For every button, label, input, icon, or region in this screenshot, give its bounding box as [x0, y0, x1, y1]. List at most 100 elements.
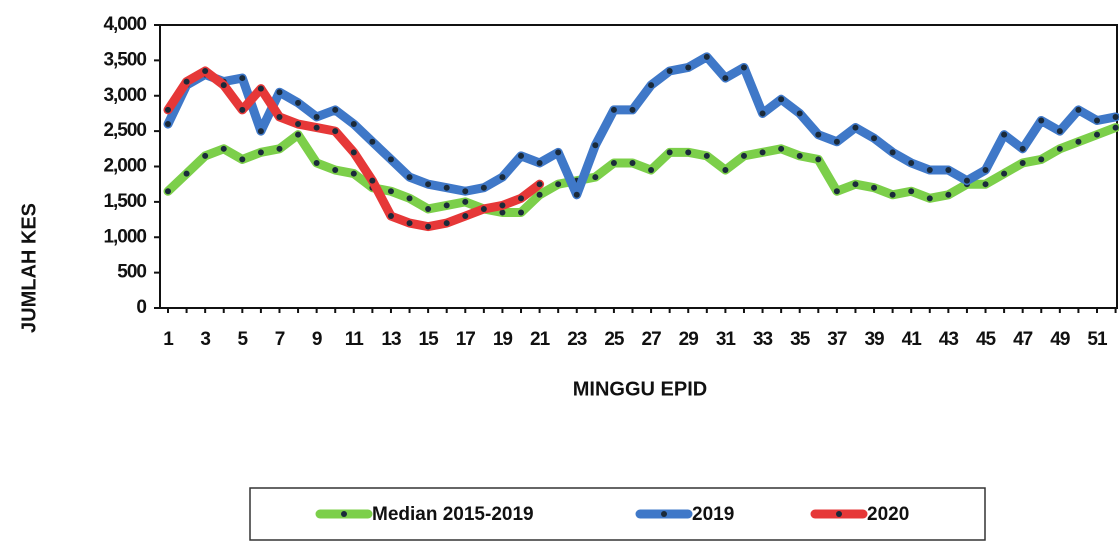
x-tick-label: 7: [275, 329, 285, 350]
point-marker: [889, 191, 896, 198]
point-marker: [926, 195, 933, 202]
point-marker: [852, 124, 859, 131]
point-marker: [257, 85, 264, 92]
y-axis-title: JUMLAH KES: [18, 203, 40, 333]
point-marker: [239, 106, 246, 113]
point-marker: [1056, 145, 1063, 152]
y-tick-label: 500: [117, 262, 146, 283]
point-marker: [518, 195, 525, 202]
point-marker: [963, 177, 970, 184]
point-marker: [480, 205, 487, 212]
point-marker: [499, 209, 506, 216]
x-tick-label: 9: [312, 329, 322, 350]
point-marker: [220, 145, 227, 152]
point-marker: [387, 188, 394, 195]
point-marker: [202, 67, 209, 74]
point-marker: [759, 149, 766, 156]
point-marker: [406, 220, 413, 227]
point-marker: [685, 64, 692, 71]
point-marker: [703, 53, 710, 60]
y-tick-label: 0: [136, 297, 146, 318]
point-marker: [387, 213, 394, 220]
point-marker: [350, 170, 357, 177]
point-marker: [1075, 138, 1082, 145]
point-marker: [1001, 131, 1008, 138]
point-marker: [406, 174, 413, 181]
x-tick-label: 15: [419, 329, 440, 350]
y-tick-label: 2,500: [103, 120, 146, 141]
point-marker: [648, 82, 655, 89]
point-marker: [1019, 145, 1026, 152]
y-tick-label: 1,000: [103, 226, 146, 247]
x-tick-label: 49: [1050, 329, 1070, 350]
x-tick-label: 39: [864, 329, 884, 350]
point-marker: [1056, 128, 1063, 135]
point-marker: [945, 191, 952, 198]
x-tick-label: 23: [567, 329, 587, 350]
point-marker: [555, 149, 562, 156]
point-marker: [926, 167, 933, 174]
legend-box: [249, 487, 986, 541]
point-marker: [257, 128, 264, 135]
point-marker: [443, 202, 450, 209]
point-marker: [592, 142, 599, 149]
x-tick-label: 11: [345, 329, 365, 350]
point-marker: [592, 174, 599, 181]
x-tick-label: 43: [939, 329, 959, 350]
point-marker: [518, 152, 525, 159]
point-marker: [778, 145, 785, 152]
point-marker: [1075, 106, 1082, 113]
point-marker: [796, 110, 803, 117]
point-marker: [740, 152, 747, 159]
point-marker: [276, 113, 283, 120]
point-marker: [183, 170, 190, 177]
point-marker: [499, 202, 506, 209]
point-marker: [610, 106, 617, 113]
legend-label: 2019: [692, 504, 734, 525]
point-marker: [778, 96, 785, 103]
point-marker: [425, 181, 432, 188]
point-marker: [276, 145, 283, 152]
x-tick-label: 19: [493, 329, 513, 350]
x-tick-label: 37: [827, 329, 847, 350]
point-marker: [1112, 113, 1119, 120]
point-marker: [276, 89, 283, 96]
point-marker: [220, 82, 227, 89]
point-marker: [722, 167, 729, 174]
point-marker: [629, 106, 636, 113]
point-marker: [629, 159, 636, 166]
point-marker: [555, 181, 562, 188]
point-marker: [165, 188, 171, 195]
point-marker: [685, 149, 692, 156]
x-tick-label: 51: [1087, 329, 1108, 350]
point-marker: [165, 106, 171, 113]
point-marker: [295, 131, 302, 138]
series-line: [163, 123, 1119, 217]
x-tick-label: 45: [976, 329, 997, 350]
point-marker: [1038, 117, 1045, 124]
x-tick-label: 25: [604, 329, 625, 350]
point-marker: [740, 64, 747, 71]
legend-marker: [341, 511, 347, 517]
point-marker: [239, 156, 246, 163]
point-marker: [536, 181, 543, 188]
point-marker: [1038, 156, 1045, 163]
point-marker: [462, 198, 469, 205]
point-marker: [908, 159, 915, 166]
x-tick-label: 33: [753, 329, 773, 350]
point-marker: [536, 159, 543, 166]
point-marker: [443, 184, 450, 191]
point-marker: [945, 167, 952, 174]
point-marker: [573, 191, 580, 198]
x-tick-label: 1: [163, 329, 174, 350]
legend-marker: [836, 511, 842, 517]
point-marker: [536, 191, 543, 198]
point-marker: [1094, 131, 1100, 138]
point-marker: [350, 121, 357, 128]
x-tick-label: 27: [642, 329, 662, 350]
point-marker: [295, 121, 302, 128]
y-tick-label: 1,500: [103, 191, 146, 212]
y-tick-label: 2,000: [103, 156, 146, 177]
point-marker: [202, 152, 209, 159]
